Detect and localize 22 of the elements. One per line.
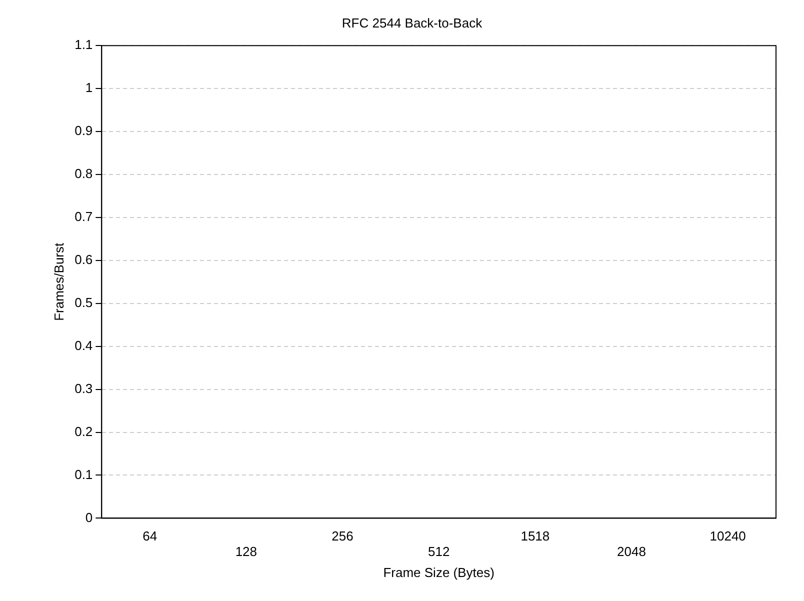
- chart-title: RFC 2544 Back-to-Back: [342, 15, 483, 30]
- x-tick-label: 128: [235, 544, 258, 560]
- y-tick-label: 1: [85, 80, 93, 96]
- y-tick-label: 0.5: [74, 294, 93, 310]
- y-tick-label: 1.1: [74, 37, 93, 52]
- x-tick-label: 64: [142, 528, 158, 544]
- y-tick-label: 0: [85, 510, 93, 525]
- y-axis-title: Frames/Burst: [51, 242, 66, 321]
- y-tick-label: 0.3: [74, 380, 93, 396]
- y-tick-label: 0.7: [74, 209, 93, 224]
- x-tick-label: 1518: [520, 528, 550, 544]
- y-tick-label: 0.9: [74, 123, 93, 138]
- y-tick-label: 0.2: [74, 424, 93, 439]
- y-tick-label: 0.8: [74, 166, 93, 182]
- y-tick-label: 0.4: [74, 338, 93, 353]
- x-tick-label: 10240: [710, 528, 746, 544]
- y-tick-label: 0.1: [74, 466, 93, 482]
- x-axis-title: Frame Size (Bytes): [383, 564, 494, 580]
- x-tick-label: 256: [332, 528, 354, 544]
- y-tick-label: 0.6: [74, 252, 93, 267]
- x-tick-label: 2048: [617, 544, 646, 560]
- x-tick-label: 512: [428, 544, 450, 560]
